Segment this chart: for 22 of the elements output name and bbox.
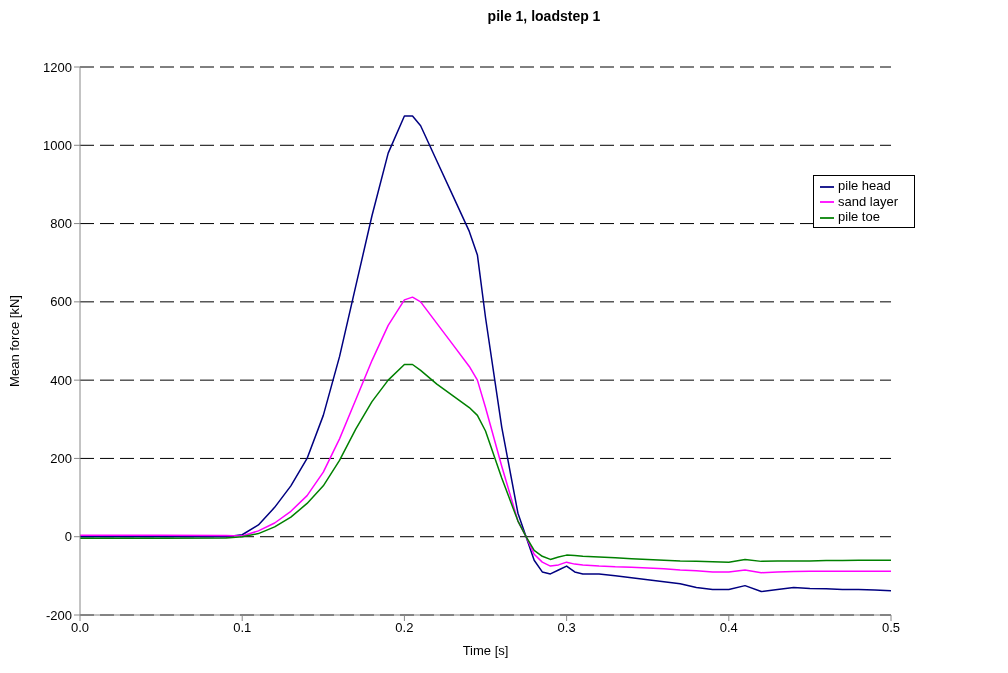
chart-title: pile 1, loadstep 1 <box>486 8 602 26</box>
legend-label: sand layer <box>838 193 898 209</box>
y-tick-label: 800 <box>50 216 72 232</box>
y-tick-label: -200 <box>45 607 72 623</box>
x-tick-label: 0.4 <box>719 620 738 636</box>
x-tick-label: 0.2 <box>395 620 414 636</box>
x-tick-label: 0.1 <box>233 620 252 636</box>
legend-label: pile toe <box>838 209 880 225</box>
y-axis-title: Mean force [kN] <box>6 295 22 387</box>
y-tick-label: 400 <box>50 372 72 388</box>
x-tick-label: 0.5 <box>881 620 901 636</box>
y-tick-label: 0 <box>64 529 72 545</box>
line-series <box>80 363 892 563</box>
y-tick-label: 200 <box>50 451 72 467</box>
x-tick-label: 0.3 <box>557 620 576 636</box>
x-tick-label: 0.0 <box>70 620 90 636</box>
y-tick-label: 1000 <box>43 137 72 153</box>
line-series <box>80 296 892 574</box>
x-axis-title: Time [s] <box>462 643 509 658</box>
y-tick-label: 1200 <box>43 59 72 75</box>
legend-label: pile head <box>838 178 891 193</box>
y-tick-label: 600 <box>50 294 72 310</box>
